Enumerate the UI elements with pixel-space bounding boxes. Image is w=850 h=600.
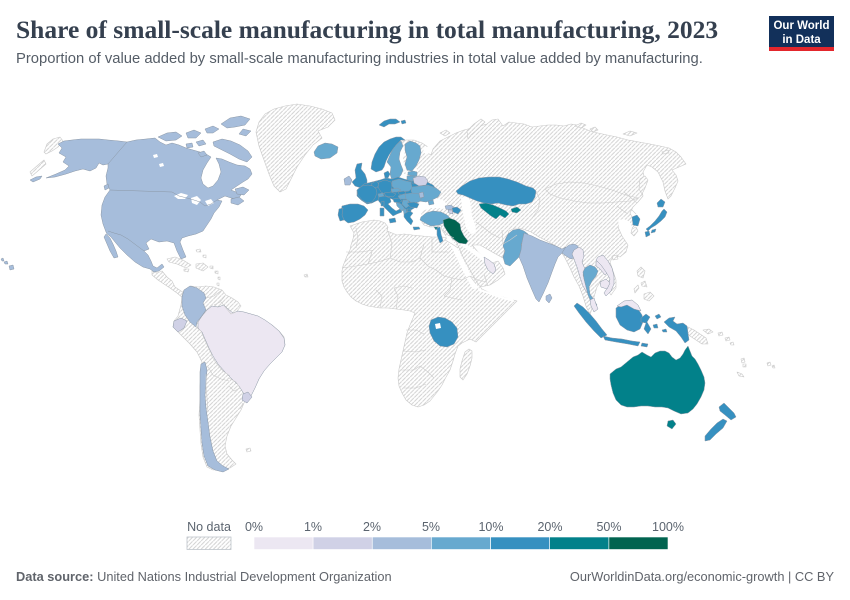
svg-text:5%: 5% — [422, 520, 440, 534]
svg-text:10%: 10% — [478, 520, 503, 534]
svg-text:1%: 1% — [304, 520, 322, 534]
svg-text:20%: 20% — [537, 520, 562, 534]
svg-text:0%: 0% — [245, 520, 263, 534]
svg-text:2%: 2% — [363, 520, 381, 534]
svg-text:50%: 50% — [596, 520, 621, 534]
svg-text:No data: No data — [187, 520, 231, 534]
svg-text:100%: 100% — [652, 520, 684, 534]
